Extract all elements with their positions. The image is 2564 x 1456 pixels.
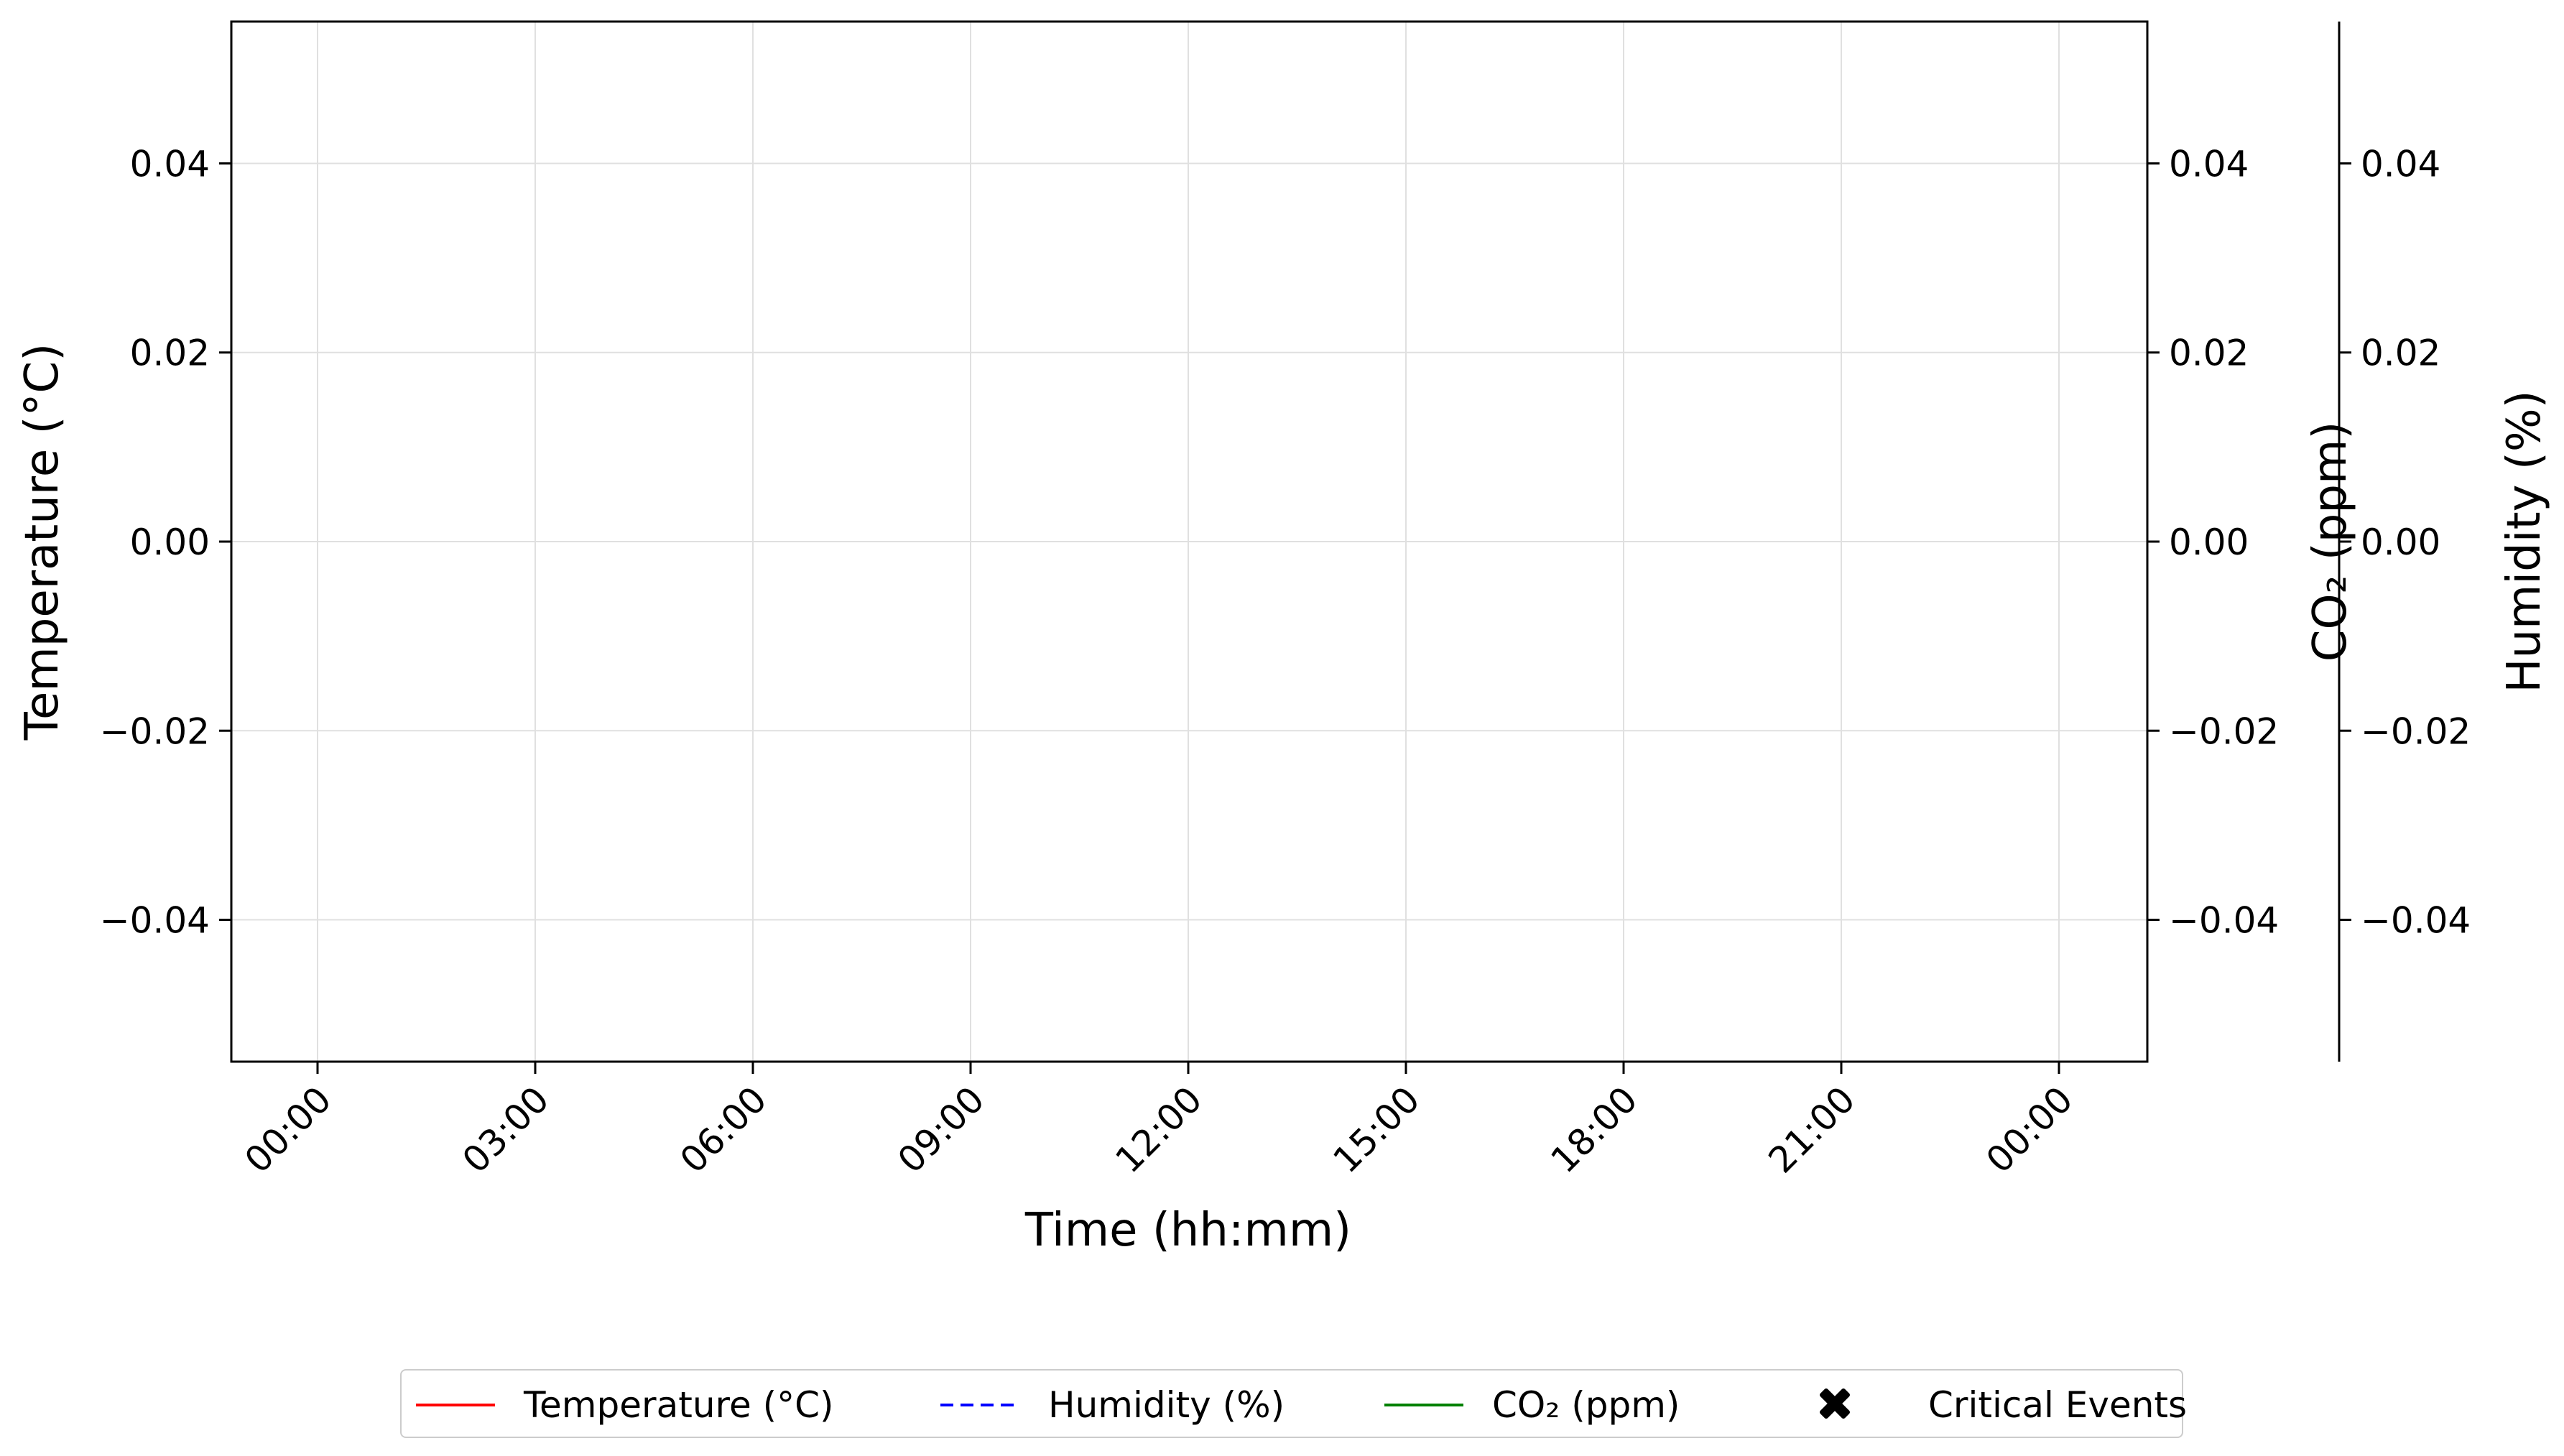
legend-swatch-temperature: [416, 1404, 495, 1406]
y-tick-label-co2: 0.00: [2169, 521, 2249, 563]
grid-lines: [231, 22, 2147, 1062]
y-tick-label-humidity: 0.02: [2361, 333, 2440, 374]
ticks: 00:00 03:00 06:00 09:00 12:00 15:00 18:00 21:00…: [100, 143, 2471, 1181]
legend-swatch-humidity: [940, 1404, 1019, 1406]
y-tick-label-temperature: −0.04: [100, 900, 210, 942]
x-tick-label: 09:00: [890, 1078, 993, 1181]
y-tick-label-humidity: −0.04: [2361, 900, 2471, 942]
legend-item-temperature: Temperature (°C): [416, 1371, 834, 1439]
y-tick-label-temperature: 0.04: [130, 143, 210, 185]
x-tick-label: 06:00: [672, 1078, 775, 1181]
y-tick-label-temperature: −0.02: [100, 710, 210, 752]
y-axis-label-co2: CO₂ (ppm): [2304, 422, 2357, 662]
y-tick-label-co2: −0.02: [2169, 710, 2279, 752]
x-tick-label: 03:00: [455, 1078, 557, 1181]
y-tick-label-co2: −0.04: [2169, 900, 2279, 942]
legend-swatch-co2: [1384, 1404, 1463, 1406]
y-tick-label-temperature: 0.02: [130, 333, 210, 374]
legend-item-critical-events: Critical Events: [1792, 1371, 2187, 1439]
x-tick-label: 18:00: [1543, 1078, 1646, 1181]
legend-item-co2: CO₂ (ppm): [1384, 1371, 1680, 1439]
legend: Temperature (°C) Humidity (%) CO₂ (ppm) …: [400, 1369, 2187, 1439]
critical-events-marker-icon: [1820, 1388, 1850, 1419]
legend-label-co2: CO₂ (ppm): [1492, 1384, 1680, 1426]
x-tick-label: 00:00: [237, 1078, 340, 1181]
legend-label-critical-events: Critical Events: [1928, 1384, 2188, 1426]
y-axis-label-temperature: Temperature (°C): [16, 343, 69, 741]
legend-item-humidity: Humidity (%): [940, 1371, 1285, 1439]
x-tick-label: 15:00: [1325, 1078, 1428, 1181]
y-axis-label-humidity: Humidity (%): [2498, 390, 2551, 692]
y-tick-label-humidity: 0.04: [2361, 143, 2440, 185]
legend-label-humidity: Humidity (%): [1048, 1384, 1285, 1426]
x-tick-label: 00:00: [1978, 1078, 2081, 1181]
y-tick-label-temperature: 0.00: [130, 521, 210, 563]
y-tick-label-humidity: −0.02: [2361, 710, 2471, 752]
y-tick-label-humidity: 0.00: [2361, 521, 2440, 563]
legend-label-temperature: Temperature (°C): [524, 1384, 834, 1426]
y-tick-label-co2: 0.04: [2169, 143, 2249, 185]
x-tick-label: 12:00: [1108, 1078, 1211, 1181]
y-tick-label-co2: 0.02: [2169, 333, 2249, 374]
x-tick-label: 21:00: [1761, 1078, 1864, 1181]
x-axis-label: Time (hh:mm): [1024, 1204, 1351, 1257]
